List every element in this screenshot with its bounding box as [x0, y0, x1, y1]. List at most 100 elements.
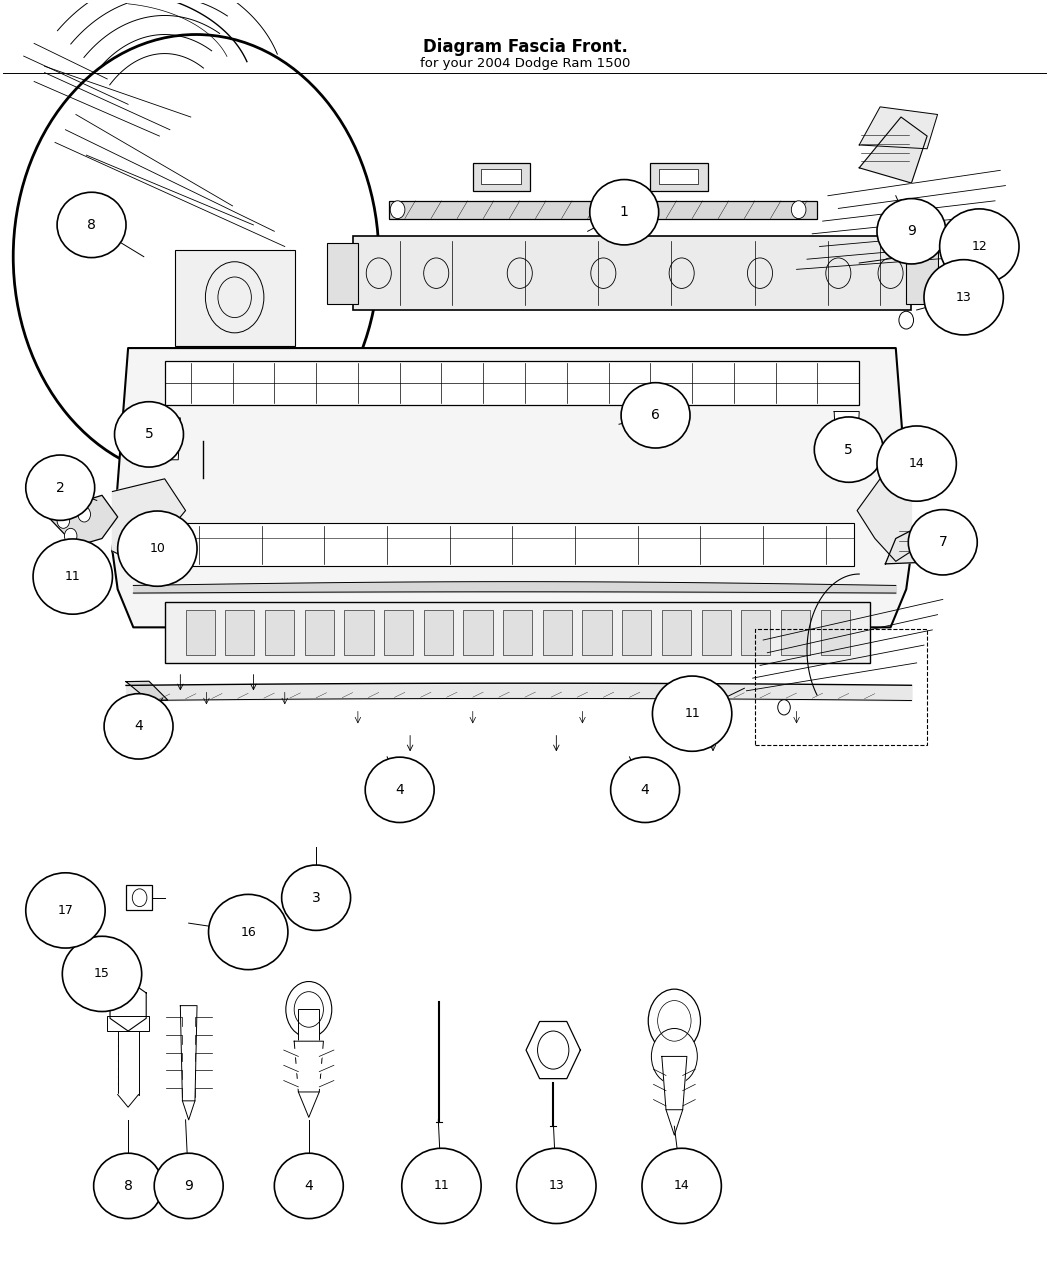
Ellipse shape	[877, 199, 946, 264]
Circle shape	[78, 506, 90, 521]
Bar	[304, 609, 334, 655]
Polygon shape	[155, 418, 181, 460]
Polygon shape	[166, 1071, 183, 1079]
Ellipse shape	[590, 180, 658, 245]
Ellipse shape	[118, 511, 197, 586]
Polygon shape	[666, 1109, 683, 1135]
Text: 2: 2	[56, 481, 65, 495]
Bar	[186, 609, 215, 655]
Polygon shape	[166, 1035, 183, 1044]
Polygon shape	[284, 1049, 298, 1058]
Bar	[384, 609, 414, 655]
Bar	[298, 1010, 319, 1042]
Polygon shape	[857, 479, 911, 561]
Circle shape	[882, 448, 899, 468]
Text: 7: 7	[939, 536, 947, 550]
Bar	[503, 609, 532, 655]
Text: Diagram Fascia Front.: Diagram Fascia Front.	[422, 38, 628, 56]
Text: 17: 17	[58, 904, 74, 917]
Bar	[662, 609, 691, 655]
Polygon shape	[885, 516, 959, 564]
Text: 11: 11	[434, 1179, 449, 1192]
Bar	[741, 609, 771, 655]
Polygon shape	[284, 1079, 298, 1088]
Circle shape	[648, 989, 700, 1053]
Text: 1: 1	[620, 205, 629, 219]
Bar	[165, 361, 859, 405]
Bar	[543, 609, 572, 655]
Ellipse shape	[365, 757, 434, 822]
Polygon shape	[126, 681, 168, 701]
Text: 15: 15	[94, 968, 110, 980]
Polygon shape	[112, 348, 911, 627]
Bar	[107, 1016, 149, 1031]
Ellipse shape	[924, 260, 1004, 335]
Bar	[175, 250, 295, 346]
Bar	[118, 1031, 139, 1094]
Polygon shape	[195, 1017, 212, 1026]
Polygon shape	[112, 479, 186, 561]
Text: 11: 11	[65, 570, 81, 583]
Ellipse shape	[622, 382, 690, 448]
Bar	[126, 885, 152, 910]
Circle shape	[286, 982, 332, 1038]
Circle shape	[651, 1029, 697, 1084]
Ellipse shape	[402, 1149, 481, 1224]
Text: 13: 13	[548, 1179, 564, 1192]
Circle shape	[899, 311, 914, 329]
Bar	[623, 609, 651, 655]
Text: 6: 6	[651, 408, 660, 422]
Polygon shape	[284, 1065, 298, 1074]
Polygon shape	[294, 1042, 323, 1091]
Polygon shape	[834, 412, 859, 454]
Bar	[344, 609, 374, 655]
Text: for your 2004 Dodge Ram 1500: for your 2004 Dodge Ram 1500	[420, 57, 630, 70]
Text: 5: 5	[844, 442, 854, 456]
Ellipse shape	[517, 1149, 596, 1224]
Text: 16: 16	[240, 926, 256, 938]
Polygon shape	[195, 1035, 212, 1044]
Ellipse shape	[877, 426, 957, 501]
Polygon shape	[166, 1017, 183, 1026]
Polygon shape	[44, 495, 118, 546]
Ellipse shape	[114, 402, 184, 467]
Ellipse shape	[908, 510, 978, 575]
Text: 8: 8	[124, 1179, 132, 1193]
Polygon shape	[859, 117, 927, 184]
Text: 5: 5	[145, 427, 153, 441]
Text: 13: 13	[956, 291, 971, 303]
Polygon shape	[319, 1079, 334, 1088]
Text: 14: 14	[909, 456, 925, 470]
Text: 4: 4	[640, 783, 650, 797]
Text: 11: 11	[685, 708, 700, 720]
Bar	[168, 523, 854, 566]
Polygon shape	[859, 107, 938, 149]
Polygon shape	[183, 1100, 195, 1119]
Polygon shape	[166, 1088, 183, 1096]
Circle shape	[64, 528, 77, 543]
Ellipse shape	[57, 193, 126, 258]
Polygon shape	[195, 1053, 212, 1062]
Text: 10: 10	[149, 542, 165, 555]
Polygon shape	[298, 1091, 319, 1117]
Text: 14: 14	[674, 1179, 690, 1192]
Ellipse shape	[33, 539, 112, 615]
Bar	[353, 236, 911, 310]
Bar	[265, 609, 294, 655]
Text: 12: 12	[971, 240, 987, 252]
Polygon shape	[319, 1049, 334, 1058]
Polygon shape	[118, 1094, 139, 1107]
Text: 9: 9	[184, 1179, 193, 1193]
Text: 4: 4	[395, 783, 404, 797]
Text: 8: 8	[87, 218, 96, 232]
Polygon shape	[662, 1057, 687, 1109]
Ellipse shape	[209, 894, 288, 969]
Bar	[472, 163, 530, 191]
Ellipse shape	[281, 864, 351, 931]
Bar	[226, 609, 254, 655]
Bar	[165, 602, 869, 663]
Bar	[57, 878, 88, 907]
Ellipse shape	[26, 873, 105, 949]
Bar	[390, 200, 818, 218]
Ellipse shape	[26, 455, 94, 520]
